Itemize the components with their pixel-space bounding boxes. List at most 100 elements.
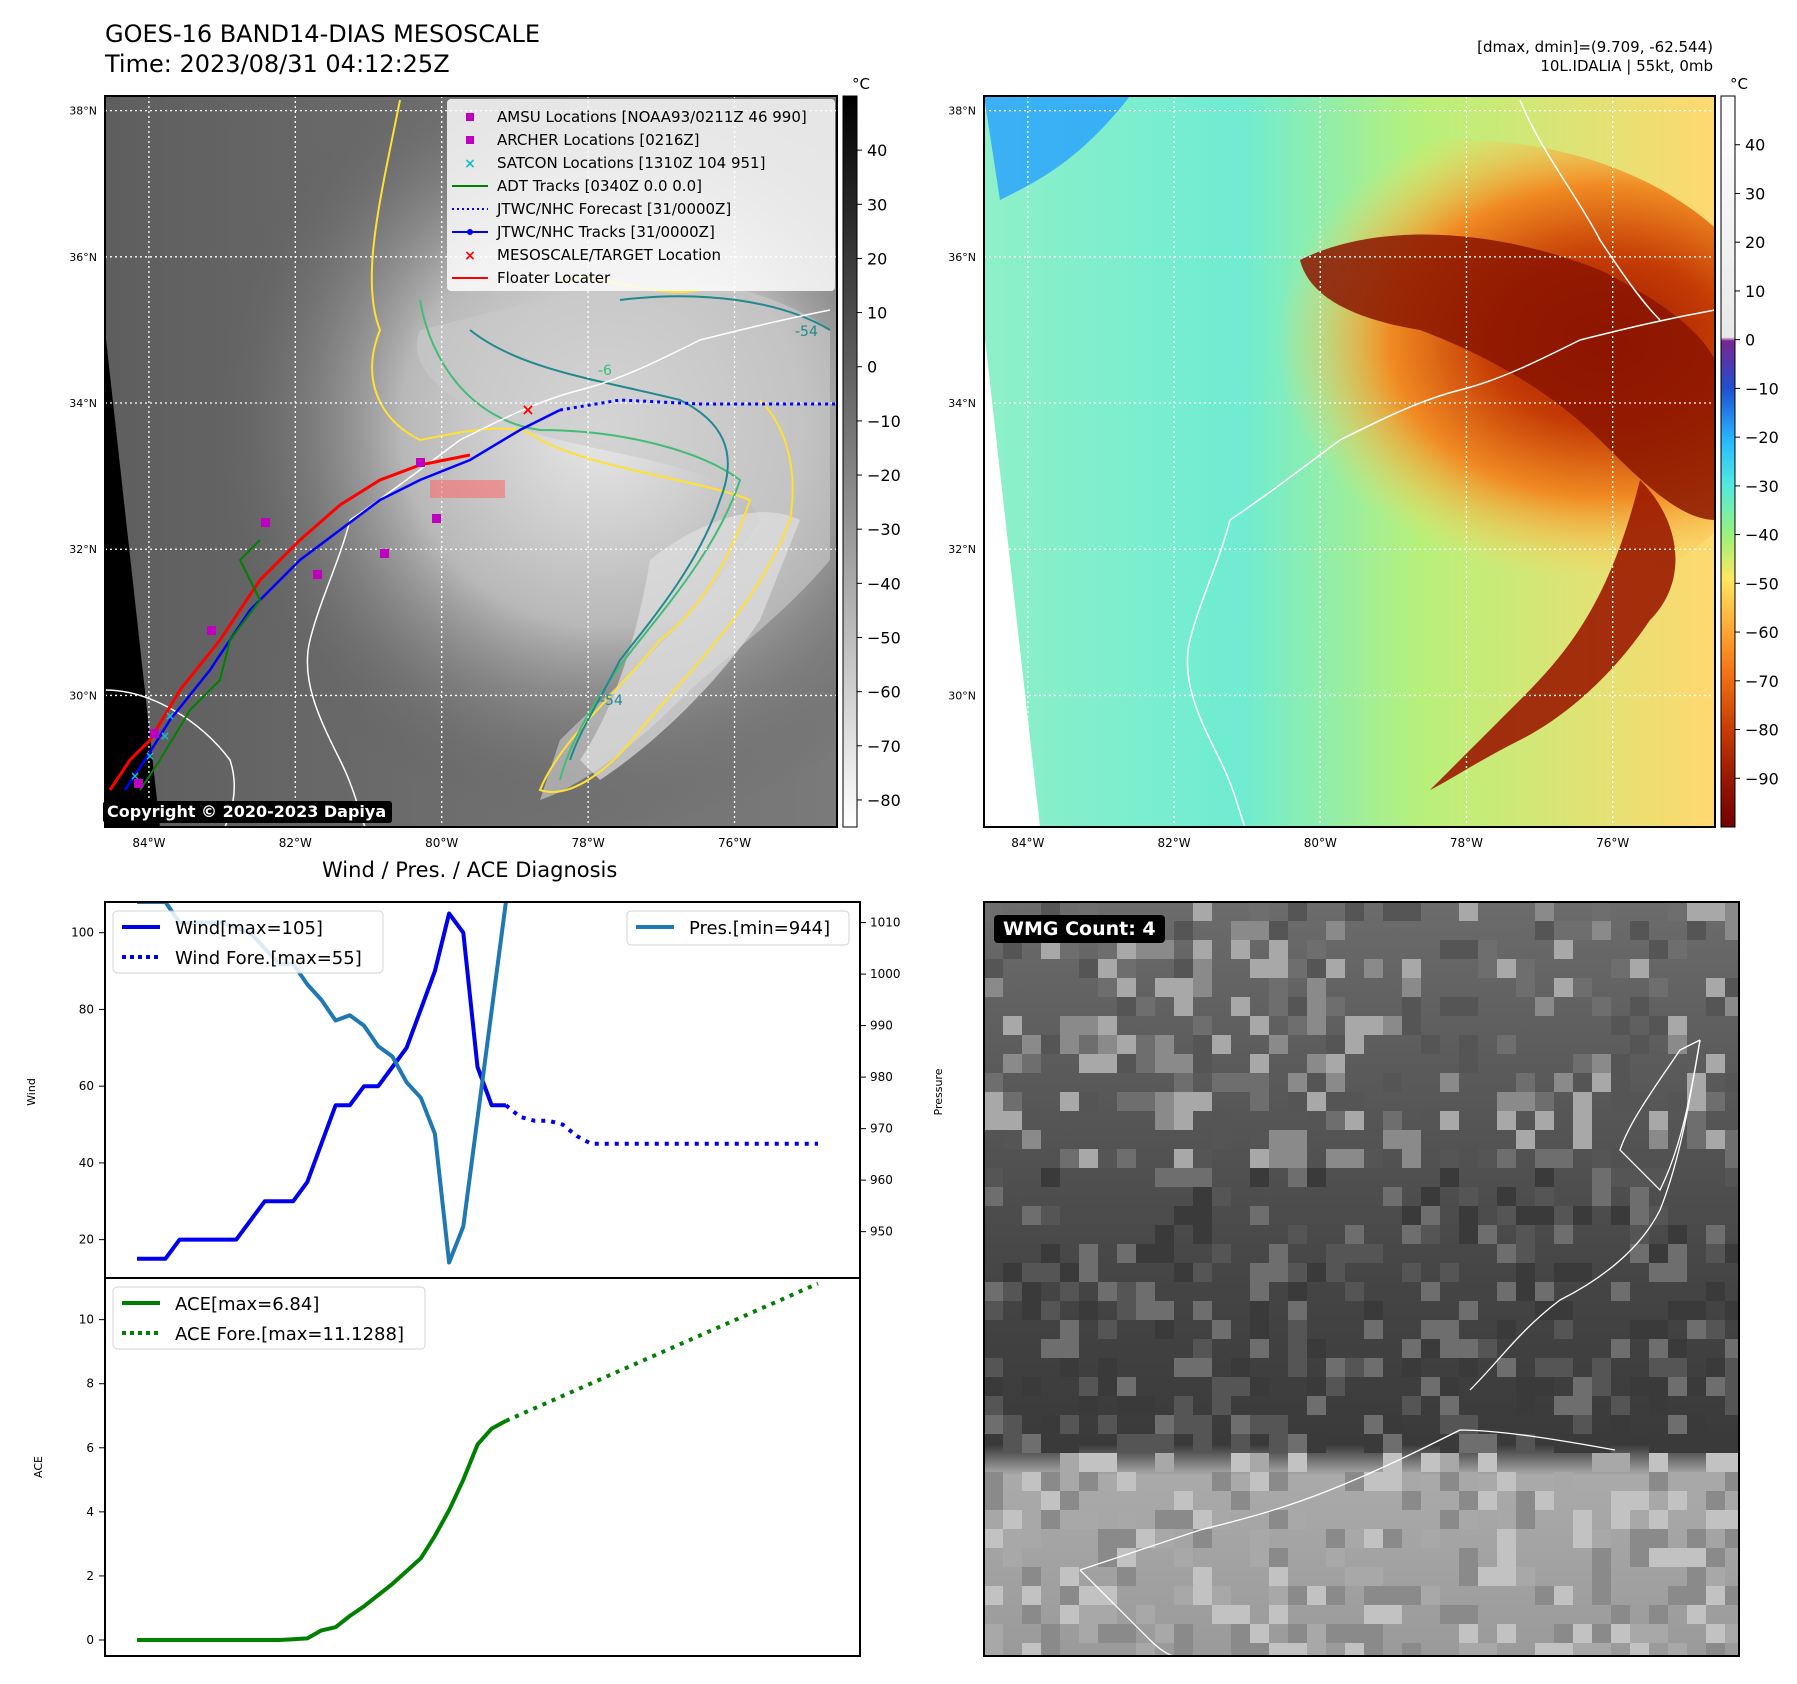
archer-amsu-marker	[432, 514, 441, 523]
wmg-cell	[1421, 1586, 1440, 1605]
wmg-cell	[1706, 978, 1725, 997]
wmg-cell	[1649, 1529, 1668, 1548]
wmg-cell	[984, 1111, 1003, 1130]
wmg-cell	[984, 1301, 1003, 1320]
wmg-cell	[1060, 1453, 1079, 1472]
wmg-cell	[1193, 1092, 1212, 1111]
contour-green	[419, 299, 742, 781]
wmg-cell	[1725, 1624, 1739, 1643]
wmg-cell	[1383, 902, 1402, 921]
enh-colorbar-tick-label: 40	[1745, 136, 1765, 155]
enh-lat-tick-label: 38°N	[948, 105, 976, 118]
wmg-cell	[1706, 1358, 1725, 1377]
wmg-cell	[1459, 997, 1478, 1016]
wmg-cell	[1630, 1643, 1649, 1656]
wmg-cell	[1155, 940, 1174, 959]
wmg-cell	[1117, 1282, 1136, 1301]
wmg-cell	[1554, 921, 1573, 940]
wmg-cell	[1288, 1263, 1307, 1282]
wmg-cell	[1649, 1510, 1668, 1529]
wmg-cell	[1060, 1111, 1079, 1130]
wmg-cell	[1592, 1377, 1611, 1396]
wmg-cell	[1630, 1035, 1649, 1054]
contour-yellow	[370, 99, 794, 793]
ir-rainband	[580, 512, 800, 780]
ir-lon-tick-label: 82°W	[279, 836, 312, 850]
wmg-cell	[1725, 1149, 1739, 1168]
wmg-cell	[1630, 1187, 1649, 1206]
wmg-cell	[1478, 940, 1497, 959]
wmg-cell	[1060, 1016, 1079, 1035]
wmg-cell	[1592, 1586, 1611, 1605]
wmg-cell	[1649, 1263, 1668, 1282]
wmg-cell	[1630, 1510, 1649, 1529]
wmg-cell	[1250, 1377, 1269, 1396]
wmg-cell	[1212, 1187, 1231, 1206]
wmg-cell	[1022, 1263, 1041, 1282]
wmg-cell	[1535, 1206, 1554, 1225]
ir-frame	[104, 95, 838, 828]
wmg-cell	[1231, 997, 1250, 1016]
wmg-cell	[1440, 1605, 1459, 1624]
wmg-cell	[1250, 1168, 1269, 1187]
wmg-cell	[1193, 1434, 1212, 1453]
wmg-cell	[1269, 1130, 1288, 1149]
wmg-frame	[983, 901, 1740, 1657]
wmg-cell	[1098, 1377, 1117, 1396]
wmg-cell	[1269, 959, 1288, 978]
archer-amsu-marker	[207, 626, 216, 635]
copyright-badge: Copyright © 2020-2023 Dapiya	[103, 801, 393, 823]
wmg-cell	[1098, 1415, 1117, 1434]
enh-no-data-wedge	[984, 96, 1040, 827]
wmg-cell	[1478, 1453, 1497, 1472]
wmg-cell	[1003, 1263, 1022, 1282]
wmg-cell	[1668, 1377, 1687, 1396]
wmg-cell	[1497, 1567, 1516, 1586]
wmg-cell	[1022, 1130, 1041, 1149]
wmg-cell	[1098, 940, 1117, 959]
enh-colorbar-tick-label: −90	[1745, 769, 1779, 788]
wmg-cell	[1117, 1149, 1136, 1168]
wmg-cell	[1155, 1510, 1174, 1529]
wmg-cell	[1535, 902, 1554, 921]
pressure-tick-label: 990	[870, 1019, 893, 1033]
wmg-cell	[1592, 1529, 1611, 1548]
info-line-1: [dmax, dmin]=(9.709, -62.544)	[1477, 38, 1713, 56]
wmg-cell	[1307, 1016, 1326, 1035]
wmg-cell	[1136, 997, 1155, 1016]
wmg-cell	[1725, 1168, 1739, 1187]
wmg-cell	[1459, 1358, 1478, 1377]
ir-colorbar-tick-label: −30	[867, 520, 901, 539]
wmg-cell	[1725, 902, 1739, 921]
ace-forecast-series-line	[505, 1281, 819, 1423]
wmg-cell	[1155, 1035, 1174, 1054]
wmg-cell	[1421, 1225, 1440, 1244]
wmg-cell	[1383, 1111, 1402, 1130]
wmg-cell	[1326, 1263, 1345, 1282]
enh-colorbar-tick-label: −30	[1745, 477, 1779, 496]
wmg-cell	[1117, 1434, 1136, 1453]
wmg-cell	[1459, 1035, 1478, 1054]
wmg-cell	[1269, 1586, 1288, 1605]
wmg-cell	[1269, 1548, 1288, 1567]
legend-entry-label: Floater Locater	[497, 269, 611, 287]
wmg-cell	[1098, 1586, 1117, 1605]
wmg-cell	[1611, 959, 1630, 978]
wmg-cell	[1668, 1358, 1687, 1377]
wmg-cell	[1041, 1244, 1060, 1263]
wmg-cell	[1611, 1396, 1630, 1415]
wmg-cell	[1155, 1225, 1174, 1244]
wmg-cell	[1573, 1092, 1592, 1111]
enh-colorbar-tick-label: 20	[1745, 233, 1765, 252]
wmg-cell	[1117, 1567, 1136, 1586]
wmg-cell	[1535, 1168, 1554, 1187]
wmg-cell	[1060, 1415, 1079, 1434]
wmg-cell	[1611, 1339, 1630, 1358]
wmg-cell	[1535, 1111, 1554, 1130]
wmg-cell	[1041, 1472, 1060, 1491]
wmg-cell	[1041, 1624, 1060, 1643]
wmg-cell	[1668, 1092, 1687, 1111]
wmg-cell	[1478, 1149, 1497, 1168]
wmg-cell	[1459, 902, 1478, 921]
wmg-cell	[1611, 1453, 1630, 1472]
